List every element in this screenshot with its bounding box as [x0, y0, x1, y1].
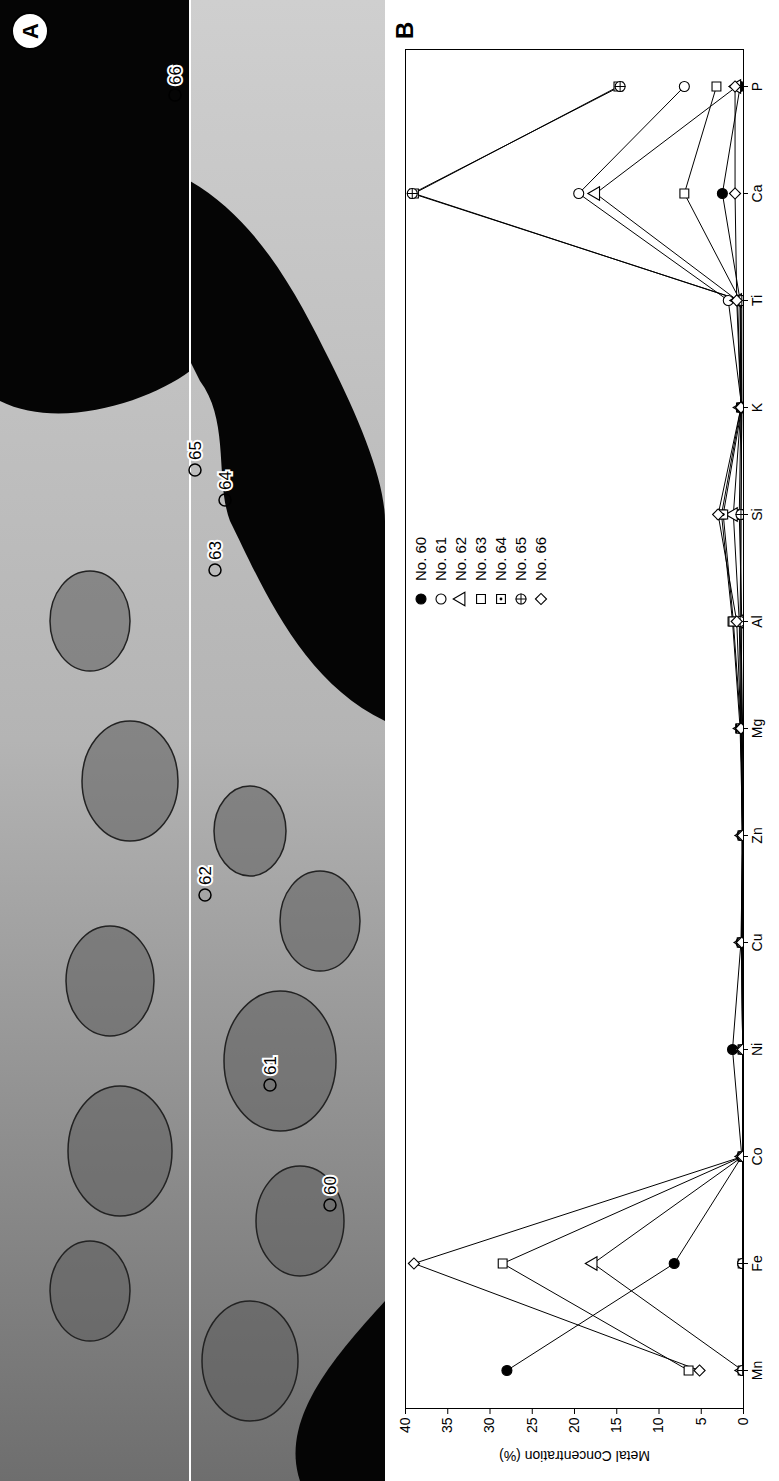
svg-text:Si: Si: [749, 508, 765, 520]
svg-text:Zn: Zn: [749, 827, 765, 843]
svg-text:No. 61: No. 61: [432, 537, 449, 581]
svg-text:Ti: Ti: [749, 295, 765, 306]
svg-text:40: 40: [397, 1417, 413, 1433]
svg-text:Co: Co: [749, 1147, 765, 1165]
svg-text:No. 60: No. 60: [412, 537, 429, 581]
svg-text:15: 15: [608, 1417, 624, 1433]
svg-text:Metal Concentration (%): Metal Concentration (%): [499, 1448, 650, 1464]
svg-text:Mn: Mn: [749, 1361, 765, 1380]
svg-text:61: 61: [261, 1056, 280, 1075]
html-text:B: B: [391, 21, 418, 39]
svg-text:K: K: [749, 402, 765, 412]
svg-text:5: 5: [693, 1417, 709, 1425]
svg-text:30: 30: [481, 1417, 497, 1433]
svg-text:Ca: Ca: [749, 184, 765, 202]
svg-text:63: 63: [206, 541, 225, 560]
svg-text:60: 60: [321, 1176, 340, 1195]
svg-text:35: 35: [439, 1417, 455, 1433]
svg-text:64: 64: [216, 471, 235, 490]
svg-text:No. 64: No. 64: [492, 537, 509, 581]
svg-text:66: 66: [166, 66, 185, 85]
svg-text:Fe: Fe: [749, 1255, 765, 1272]
svg-text:A: A: [18, 23, 43, 39]
svg-text:Al: Al: [749, 615, 765, 627]
svg-text:0: 0: [735, 1417, 751, 1425]
svg-text:No. 65: No. 65: [512, 537, 529, 581]
svg-text:No. 62: No. 62: [452, 537, 469, 581]
svg-text:Cu: Cu: [749, 934, 765, 952]
svg-text:62: 62: [196, 866, 215, 885]
svg-text:25: 25: [524, 1417, 540, 1433]
svg-text:10: 10: [650, 1417, 666, 1433]
svg-text:No. 63: No. 63: [472, 537, 489, 581]
svg-text:Ni: Ni: [749, 1043, 765, 1056]
svg-text:20: 20: [566, 1417, 582, 1433]
svg-text:65: 65: [186, 441, 205, 460]
svg-text:No. 66: No. 66: [532, 537, 549, 581]
svg-text:Mg: Mg: [749, 719, 765, 738]
svg-text:P: P: [749, 82, 765, 91]
